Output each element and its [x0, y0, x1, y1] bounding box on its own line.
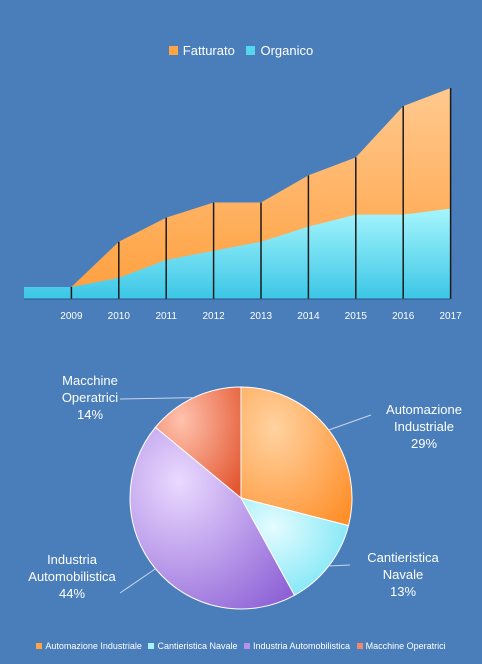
legend-item-automobilistica: Industria Automobilistica: [244, 641, 350, 651]
pie-label-macchine-line1: Macchine: [62, 373, 118, 388]
x-tick-label-2010: 2010: [108, 311, 131, 322]
legend-item-cantieristica: Cantieristica Navale: [148, 641, 238, 651]
pie-label-automazione-line1: Automazione: [386, 402, 462, 417]
pie-label-automazione-line2: Industriale: [394, 419, 454, 434]
x-tick-label-2009: 2009: [60, 311, 83, 322]
pie-label-automobilistica-pct: 44%: [58, 586, 86, 601]
x-tick-label-2017: 2017: [439, 311, 462, 322]
legend-swatch-cantieristica: [148, 643, 155, 649]
pie-slice-automobilistica: [129, 426, 296, 610]
pie-label-automobilistica-line1: Industria: [47, 552, 97, 567]
leader-line-automobilistica: [119, 568, 156, 594]
area-chart: 2009 2010 2011 2012 2013 2014 2015 2016 2017: [24, 88, 462, 322]
pie-label-cantieristica-pct: 13%: [389, 584, 417, 599]
area-chart-legend: Fatturato Organico: [0, 43, 482, 58]
legend-swatch-macchine: [356, 643, 363, 649]
legend-item-fatturato: Fatturato: [168, 43, 235, 58]
x-tick-label-2013: 2013: [250, 311, 273, 322]
legend-swatch-automobilistica: [244, 643, 251, 649]
x-tick-label-2011: 2011: [155, 311, 177, 322]
legend-label-automobilistica: Industria Automobilistica: [253, 641, 351, 651]
legend-label-cantieristica: Cantieristica Navale: [157, 641, 238, 651]
legend-item-organico: Organico: [246, 43, 313, 58]
leader-line-macchine: [119, 397, 194, 400]
legend-item-automazione: Automazione Industriale: [36, 641, 142, 651]
pie-label-automobilistica: Industria Automobilistica 44%: [16, 551, 128, 602]
pie-label-automobilistica-line2: Automobilistica: [28, 569, 116, 584]
pie-label-cantieristica: Cantieristica Navale 13%: [353, 549, 453, 600]
pie-label-automazione: Automazione Industriale 29%: [374, 401, 474, 452]
pie-label-automazione-pct: 29%: [410, 436, 438, 451]
series-area-organico: [24, 208, 451, 299]
legend-swatch-automazione: [36, 643, 43, 649]
legend-label-macchine: Macchine Operatrici: [365, 641, 446, 651]
x-tick-label-2015: 2015: [345, 311, 368, 322]
leader-line-cantieristica: [328, 564, 351, 567]
leader-line-automazione: [328, 414, 372, 431]
legend-swatch-organico: [246, 46, 256, 55]
x-tick-label-2012: 2012: [202, 311, 225, 322]
x-tick-label-2014: 2014: [297, 311, 320, 322]
pie-label-macchine-pct: 14%: [76, 407, 104, 422]
pie-slice-cantieristica: [240, 497, 350, 596]
pie-chart-legend: Automazione Industriale Cantieristica Na…: [0, 641, 482, 651]
legend-item-macchine: Macchine Operatrici: [356, 641, 446, 651]
pie-label-macchine: Macchine Operatrici 14%: [52, 372, 128, 423]
pie-label-macchine-line2: Operatrici: [61, 390, 119, 405]
legend-label-organico: Organico: [260, 43, 314, 58]
x-tick-label-2016: 2016: [392, 311, 415, 322]
pie-label-cantieristica-line1: Cantieristica: [367, 550, 439, 565]
pie-label-cantieristica-line2: Navale: [382, 567, 424, 582]
legend-swatch-fatturato: [168, 46, 178, 55]
legend-label-automazione: Automazione Industriale: [45, 641, 142, 651]
legend-label-fatturato: Fatturato: [182, 43, 235, 58]
